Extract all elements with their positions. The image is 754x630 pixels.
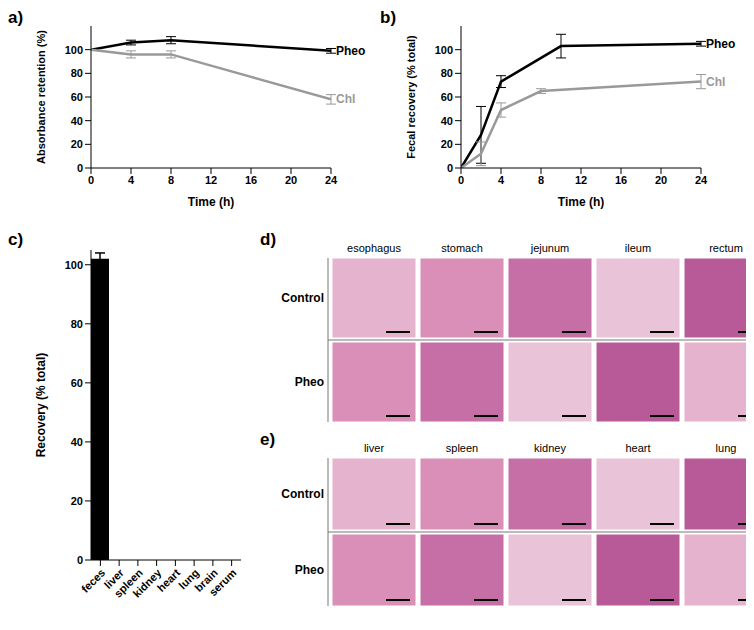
svg-text:Chl: Chl	[706, 75, 725, 89]
svg-text:brain: brain	[192, 566, 220, 594]
svg-text:spleen: spleen	[446, 442, 478, 454]
svg-text:100: 100	[65, 44, 83, 56]
svg-text:Control: Control	[281, 291, 324, 305]
svg-text:Control: Control	[281, 487, 324, 501]
svg-text:stomach: stomach	[441, 242, 483, 254]
svg-text:feces: feces	[78, 566, 108, 595]
svg-text:esophagus: esophagus	[347, 242, 401, 254]
svg-text:0: 0	[447, 162, 453, 174]
svg-text:Pheo: Pheo	[336, 44, 365, 58]
svg-text:8: 8	[168, 174, 174, 186]
svg-text:12: 12	[575, 174, 587, 186]
svg-text:Pheo: Pheo	[295, 563, 324, 577]
svg-text:4: 4	[128, 174, 135, 186]
svg-text:20: 20	[285, 174, 297, 186]
svg-text:Pheo: Pheo	[295, 375, 324, 389]
svg-text:heart: heart	[154, 566, 183, 594]
svg-text:100: 100	[435, 44, 453, 56]
svg-text:0: 0	[77, 554, 83, 566]
svg-text:Time (h): Time (h)	[558, 195, 604, 209]
svg-text:serum: serum	[207, 566, 239, 598]
svg-text:rectum: rectum	[709, 242, 743, 254]
html-text:d): d)	[260, 230, 276, 249]
svg-text:Absorbance retention (%): Absorbance retention (%)	[35, 30, 47, 164]
svg-text:80: 80	[441, 67, 453, 79]
svg-text:8: 8	[538, 174, 544, 186]
svg-text:kidney: kidney	[534, 442, 566, 454]
svg-text:24: 24	[325, 174, 338, 186]
svg-text:16: 16	[615, 174, 627, 186]
html-text:b): b)	[380, 8, 396, 27]
svg-text:80: 80	[71, 318, 83, 330]
svg-text:Chl: Chl	[336, 92, 355, 106]
svg-text:40: 40	[71, 115, 83, 127]
svg-text:60: 60	[441, 91, 453, 103]
html-text:e): e)	[260, 430, 276, 449]
svg-text:16: 16	[245, 174, 257, 186]
svg-text:20: 20	[441, 138, 453, 150]
svg-text:Pheo: Pheo	[706, 37, 735, 51]
html-text:a): a)	[8, 8, 24, 27]
svg-text:Fecal recovery (% total): Fecal recovery (% total)	[405, 35, 417, 159]
svg-text:20: 20	[655, 174, 667, 186]
svg-text:0: 0	[77, 162, 83, 174]
svg-text:20: 20	[71, 495, 83, 507]
svg-text:4: 4	[498, 174, 505, 186]
svg-text:ileum: ileum	[625, 242, 651, 254]
svg-text:heart: heart	[625, 442, 650, 454]
html-text:c): c)	[8, 230, 24, 249]
svg-text:24: 24	[695, 174, 708, 186]
svg-text:40: 40	[441, 115, 453, 127]
svg-text:Recovery (% total): Recovery (% total)	[34, 353, 48, 458]
svg-text:60: 60	[71, 377, 83, 389]
svg-text:20: 20	[71, 138, 83, 150]
svg-text:100: 100	[65, 259, 83, 271]
svg-text:80: 80	[71, 67, 83, 79]
svg-text:0: 0	[458, 174, 464, 186]
svg-text:12: 12	[205, 174, 217, 186]
svg-text:Time (h): Time (h)	[188, 195, 234, 209]
svg-text:kidney: kidney	[130, 566, 164, 600]
svg-text:lung: lung	[176, 566, 202, 592]
svg-text:liver: liver	[101, 566, 127, 591]
svg-text:spleen: spleen	[111, 566, 145, 600]
svg-text:lung: lung	[716, 442, 737, 454]
svg-text:60: 60	[71, 91, 83, 103]
svg-text:jejunum: jejunum	[530, 242, 570, 254]
svg-text:liver: liver	[364, 442, 385, 454]
svg-text:0: 0	[88, 174, 94, 186]
svg-text:40: 40	[71, 436, 83, 448]
